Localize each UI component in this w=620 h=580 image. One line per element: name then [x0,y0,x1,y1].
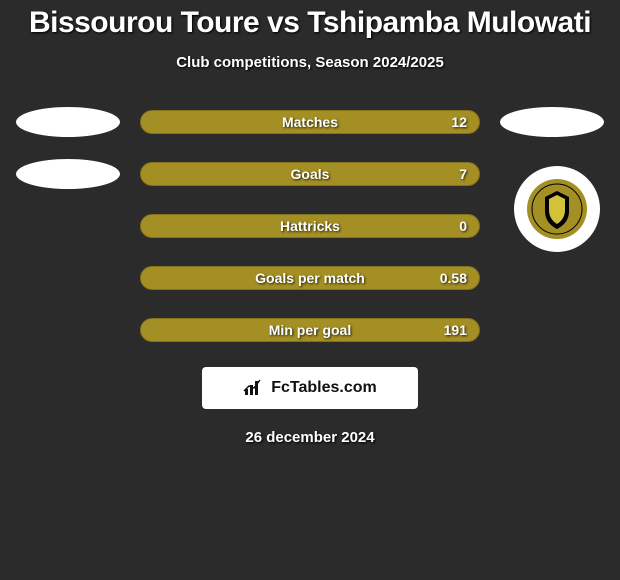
stat-value: 191 [444,322,467,338]
stat-value: 12 [451,114,467,130]
stat-row: Goals per match 0.58 [0,263,620,293]
date-label: 26 december 2024 [0,429,620,446]
stats-card: Bissourou Toure vs Tshipamba Mulowati Cl… [0,0,620,580]
shield-icon [531,183,583,235]
stat-label: Goals per match [255,270,365,286]
stat-row: Matches 12 [0,107,620,137]
stat-value: 0.58 [440,270,467,286]
stat-row: Min per goal 191 [0,315,620,345]
left-badge-placeholder [16,107,120,137]
stat-value: 0 [459,218,467,234]
brand-box[interactable]: FcTables.com [202,367,418,409]
left-badge-placeholder [16,159,120,189]
bar-chart-icon [243,379,265,397]
stat-label: Goals [291,166,330,182]
page-title: Bissourou Toure vs Tshipamba Mulowati [0,6,620,40]
stat-label: Min per goal [269,322,351,338]
subtitle: Club competitions, Season 2024/2025 [0,54,620,71]
brand-text: FcTables.com [271,379,377,397]
stat-bar: Min per goal 191 [140,318,480,342]
stat-bar: Goals 7 [140,162,480,186]
club-badge [514,166,600,252]
right-badge-placeholder [500,107,604,137]
stat-label: Matches [282,114,338,130]
stat-value: 7 [459,166,467,182]
stat-bar: Goals per match 0.58 [140,266,480,290]
stat-bar: Matches 12 [140,110,480,134]
club-badge-inner [527,179,587,239]
stat-label: Hattricks [280,218,340,234]
stat-bar: Hattricks 0 [140,214,480,238]
